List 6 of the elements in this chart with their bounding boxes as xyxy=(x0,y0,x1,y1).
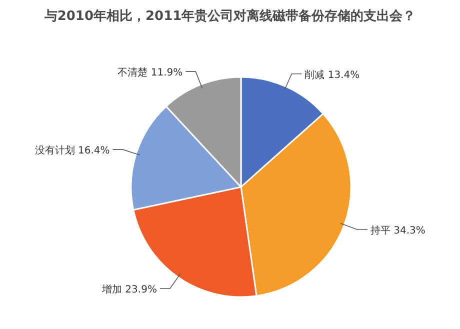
slice-label: 持平 34.3% xyxy=(370,224,426,237)
slice-label: 削减 13.4% xyxy=(304,68,360,81)
slice-label: 没有计划 16.4% xyxy=(34,144,110,157)
slice-label: 不清楚 11.9% xyxy=(118,66,183,79)
chart-title: 与2010年相比，2011年贵公司对离线磁带备份存储的支出会？ xyxy=(43,8,416,24)
slice-label: 增加 23.9% xyxy=(101,284,157,296)
